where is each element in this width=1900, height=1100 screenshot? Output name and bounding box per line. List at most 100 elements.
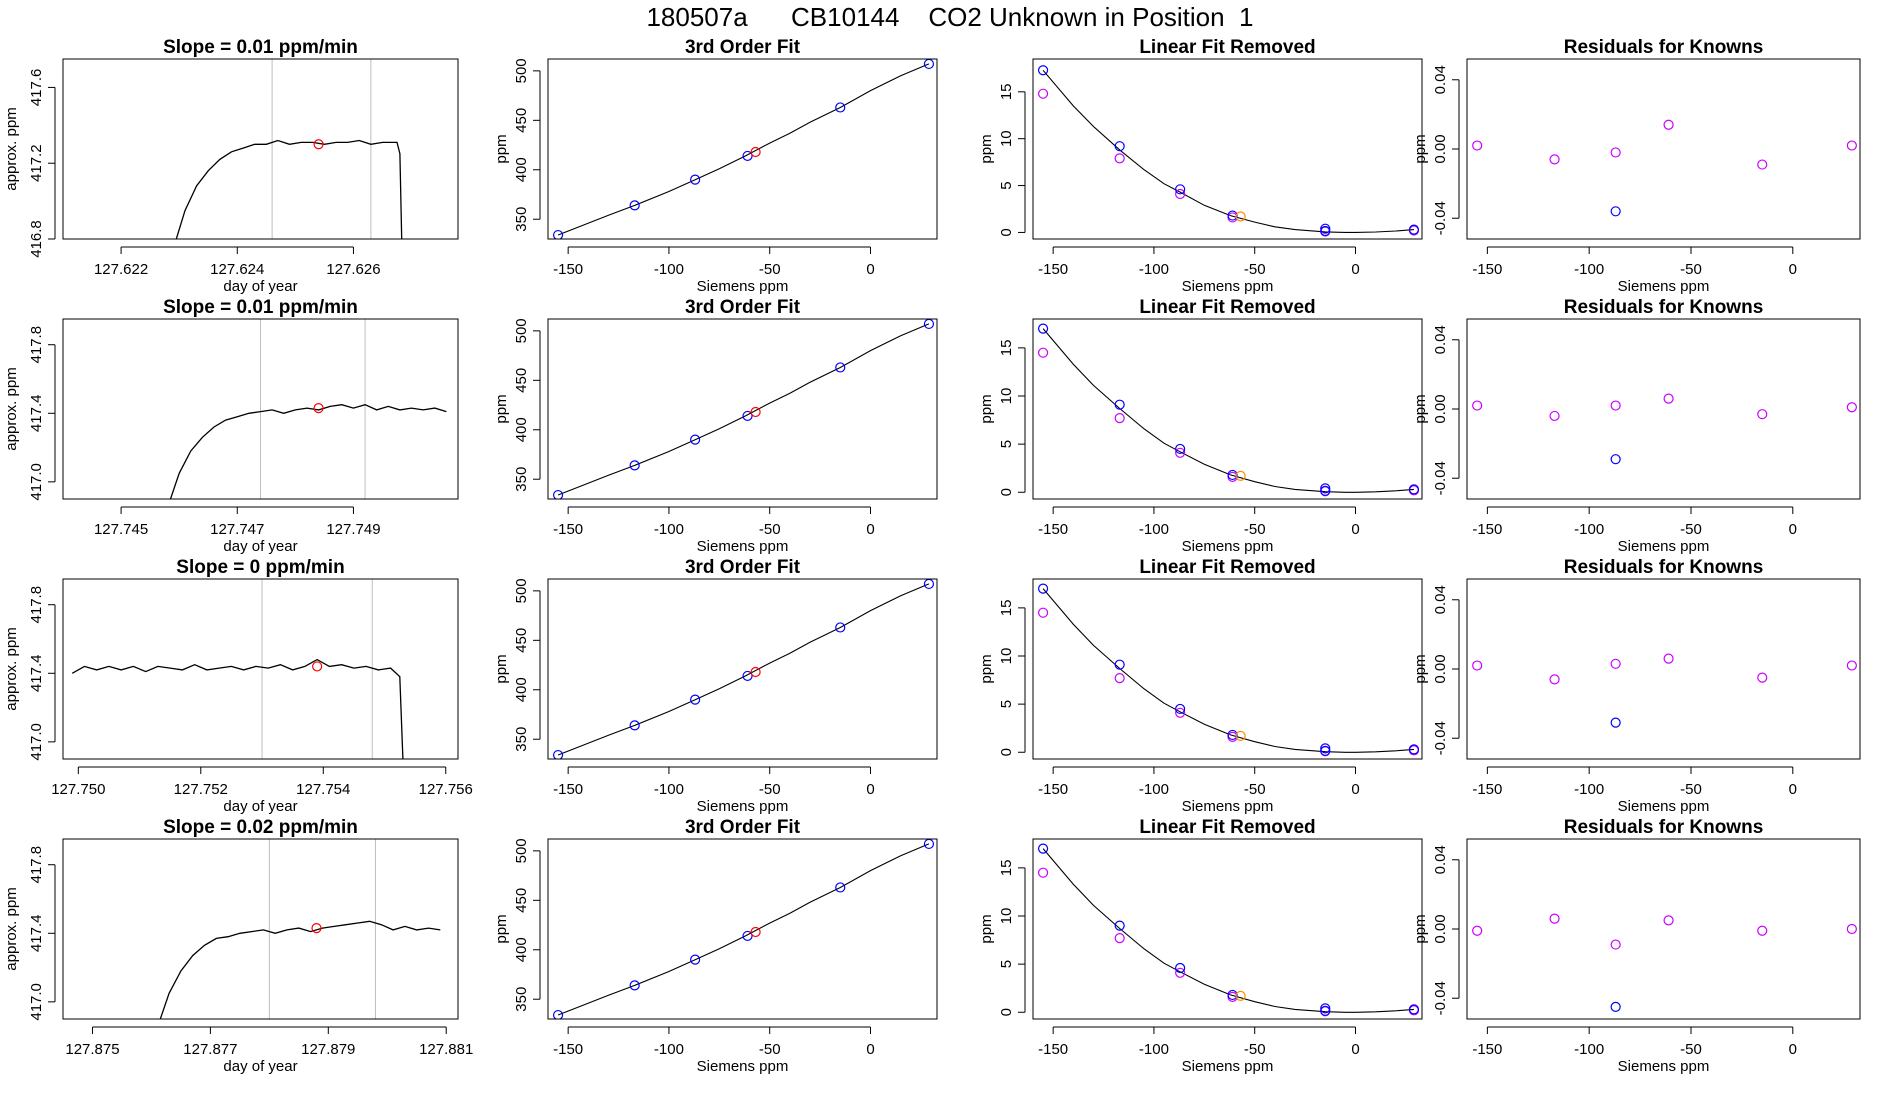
x-tick-label: -100 xyxy=(654,521,684,538)
y-tick-label: 0.04 xyxy=(1432,585,1449,614)
blue-point xyxy=(629,460,640,471)
y-tick-label: 350 xyxy=(513,207,530,232)
x-tick-label: 127.881 xyxy=(419,1041,473,1058)
panel-r2-c3: Linear Fit Removed -150 -100 -50 0 Siemens pp… xyxy=(978,297,1423,555)
y-tick-label: 450 xyxy=(513,368,530,393)
x-tick-label: 0 xyxy=(1789,261,1797,278)
blue-point xyxy=(742,670,753,682)
y-axis-label: approx. ppm xyxy=(3,367,20,450)
x-tick-label: 0 xyxy=(1351,1041,1359,1058)
y-tick-label: 417.8 xyxy=(28,586,45,624)
blue-point xyxy=(552,749,564,759)
x-tick-label: 127.750 xyxy=(51,781,105,798)
y-tick-label: 0.00 xyxy=(1432,914,1449,943)
plot-frame xyxy=(62,58,459,240)
y-tick-label: 5 xyxy=(998,440,1015,448)
x-tick-label: 0 xyxy=(1351,781,1359,798)
x-tick-label: -50 xyxy=(1680,1041,1702,1058)
blue-point xyxy=(1114,141,1125,152)
magenta-point xyxy=(1549,913,1560,924)
y-tick-label: 0.04 xyxy=(1432,325,1449,354)
panel-r2-c4: Residuals for Knowns -150 -100 -50 0 Siemens … xyxy=(1412,297,1861,555)
panel-r3-c2: 3rd Order Fit -150 -100 -50 0 Siemens ppm 350 4… xyxy=(493,557,938,815)
x-axis-label: Siemens ppm xyxy=(697,1058,789,1075)
plot-frame xyxy=(1032,58,1423,240)
magenta-point xyxy=(1846,402,1857,413)
x-tick-label: -100 xyxy=(1574,781,1604,798)
panel-r1-c3: Linear Fit Removed -150 -100 -50 0 Siemens pp… xyxy=(978,37,1423,295)
x-tick-label: 127.879 xyxy=(301,1041,355,1058)
panel-title: Residuals for Knowns xyxy=(1564,37,1764,58)
magenta-point xyxy=(1757,925,1768,936)
plot-frame xyxy=(547,58,938,240)
blue-point xyxy=(1227,989,1238,1001)
x-axis-label: day of year xyxy=(223,538,297,555)
blue-point xyxy=(1227,469,1238,481)
x-axis-label: Siemens ppm xyxy=(1182,1058,1274,1075)
y-tick-label: 500 xyxy=(513,58,530,83)
figure-title: 180507a CB10144 CO2 Unknown in Position … xyxy=(646,2,1254,32)
y-tick-label: 5 xyxy=(998,700,1015,708)
magenta-point xyxy=(1663,653,1674,664)
y-tick-label: 417.0 xyxy=(28,723,45,761)
x-axis-label: day of year xyxy=(223,278,297,295)
plot-frame xyxy=(1032,318,1423,500)
blue-point xyxy=(1114,659,1125,670)
x-axis-label: Siemens ppm xyxy=(1182,538,1274,555)
x-axis-label: Siemens ppm xyxy=(1618,538,1710,555)
panel-title: 3rd Order Fit xyxy=(685,817,801,838)
panel-title: Slope = 0.01 ppm/min xyxy=(163,37,358,58)
magenta-point xyxy=(1175,707,1186,718)
magenta-point xyxy=(1610,939,1621,950)
y-tick-label: 350 xyxy=(513,987,530,1012)
blue-point xyxy=(690,434,701,445)
panel-r4-c1: Slope = 0.02 ppm/min 127.875 127.877 127.87… xyxy=(3,817,473,1075)
x-axis-label: Siemens ppm xyxy=(697,278,789,295)
blue-point xyxy=(742,930,753,942)
blue-point xyxy=(690,954,701,965)
magenta-point xyxy=(1549,674,1560,685)
magenta-point xyxy=(1663,915,1674,926)
panel-r4-c2: 3rd Order Fit -150 -100 -50 0 Siemens ppm 350 4… xyxy=(493,817,938,1075)
x-tick-label: 127.626 xyxy=(326,261,380,278)
panel-title: Linear Fit Removed xyxy=(1139,557,1315,578)
y-tick-label: 450 xyxy=(513,108,530,133)
x-tick-label: -50 xyxy=(1244,781,1266,798)
y-axis-label: ppm xyxy=(978,134,995,163)
x-tick-label: -50 xyxy=(759,261,781,278)
y-tick-label: 350 xyxy=(513,467,530,492)
y-axis-label: ppm xyxy=(1412,134,1429,163)
panel-title: Slope = 0.01 ppm/min xyxy=(163,297,358,318)
blue-point xyxy=(1227,729,1238,741)
panel-title: Slope = 0.02 ppm/min xyxy=(163,817,358,838)
blue-point xyxy=(1610,454,1621,465)
x-tick-label: 127.622 xyxy=(94,261,148,278)
blue-point xyxy=(1320,745,1331,756)
blue-point xyxy=(1175,184,1186,195)
x-tick-label: 127.747 xyxy=(210,521,264,538)
y-tick-label: 0 xyxy=(998,1008,1015,1016)
y-tick-label: -0.04 xyxy=(1432,201,1449,235)
y-tick-label: 417.0 xyxy=(28,983,45,1021)
plot-data xyxy=(169,403,447,499)
panel-title: 3rd Order Fit xyxy=(685,297,801,318)
x-tick-label: 127.749 xyxy=(326,521,380,538)
x-tick-label: 127.875 xyxy=(65,1041,119,1058)
plot-frame xyxy=(62,578,459,760)
plot-frame xyxy=(62,318,459,500)
magenta-point xyxy=(1175,447,1186,458)
orange-point xyxy=(1235,730,1246,741)
magenta-point xyxy=(1472,660,1483,671)
x-axis-label: Siemens ppm xyxy=(1618,278,1710,295)
y-tick-label: 15 xyxy=(998,340,1015,357)
blue-point xyxy=(923,319,935,330)
x-tick-label: 0 xyxy=(866,1041,874,1058)
magenta-point xyxy=(1037,347,1049,358)
x-axis-label: Siemens ppm xyxy=(1618,1058,1710,1075)
magenta-point xyxy=(1114,413,1125,424)
blue-point xyxy=(835,622,846,633)
x-tick-label: 0 xyxy=(866,521,874,538)
x-tick-label: -150 xyxy=(553,781,583,798)
y-tick-label: 400 xyxy=(513,157,530,182)
blue-point xyxy=(1037,843,1049,854)
